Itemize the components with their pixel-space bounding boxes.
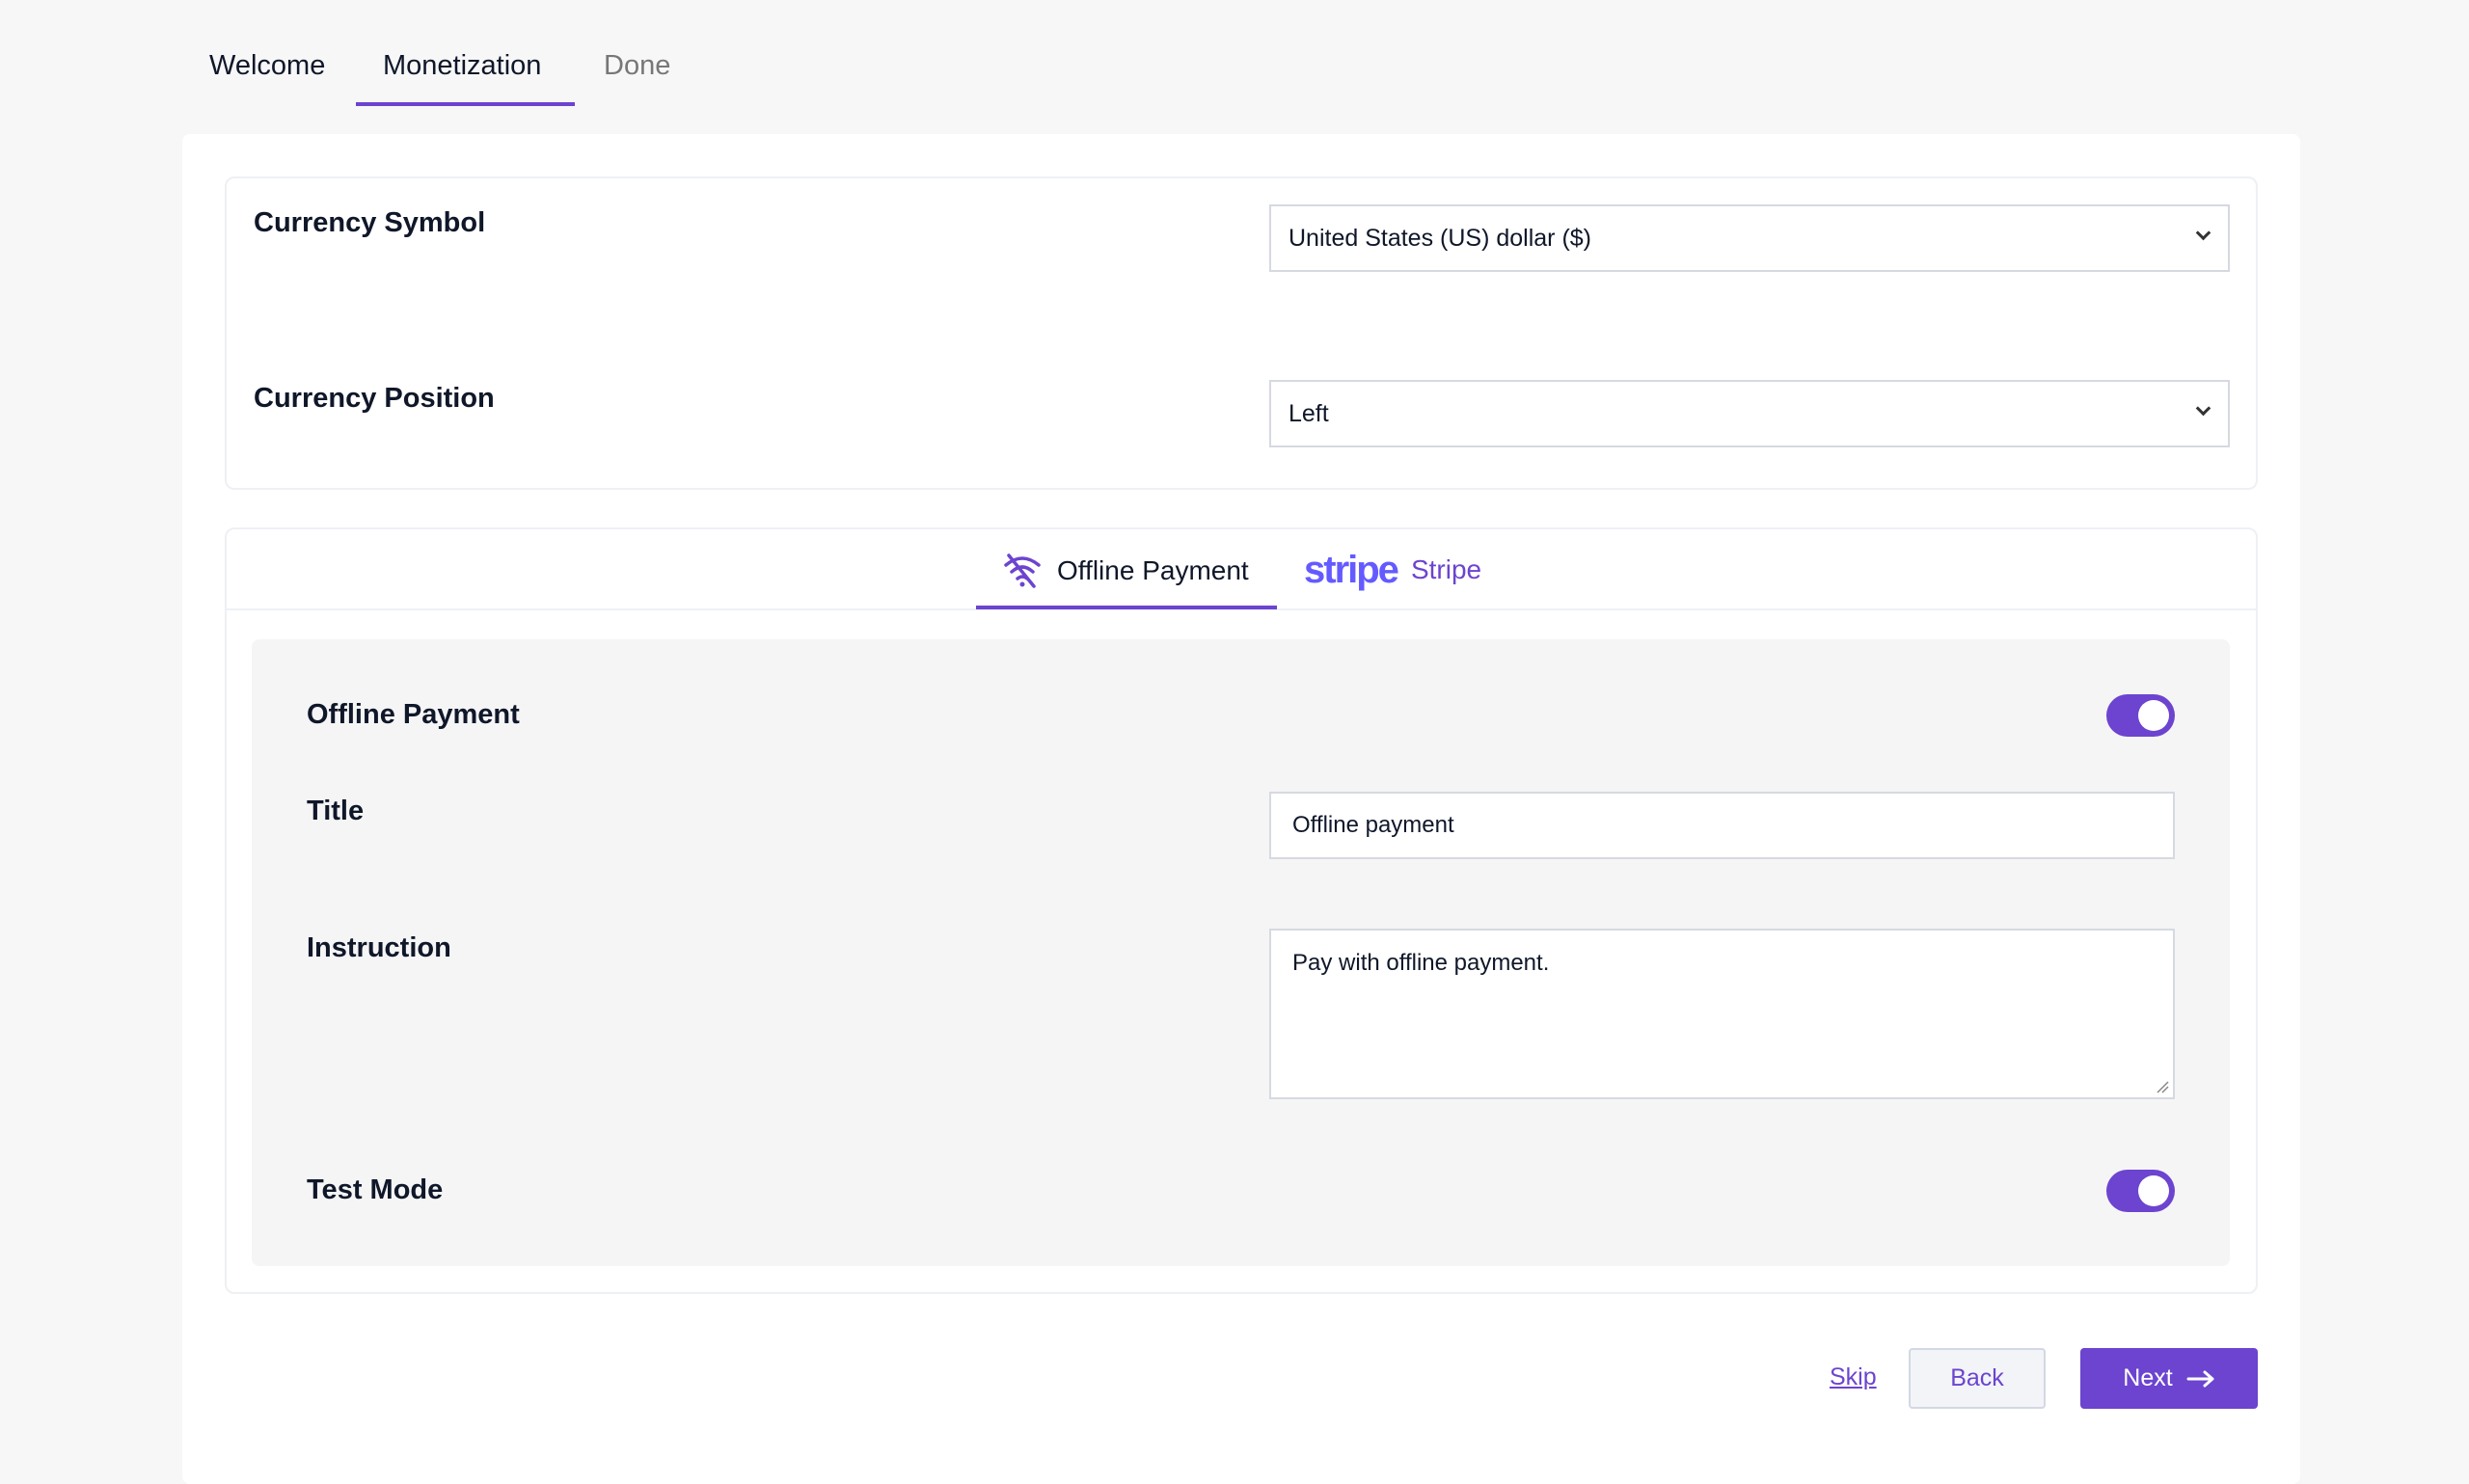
test-mode-toggle[interactable]: [2106, 1170, 2175, 1212]
currency-position-label: Currency Position: [254, 383, 495, 414]
tab-offline-payment-label: Offline Payment: [1057, 555, 1249, 585]
instruction-textarea[interactable]: Pay with offline payment.: [1269, 929, 2175, 1099]
currency-symbol-label: Currency Symbol: [254, 207, 486, 238]
skip-link[interactable]: Skip: [1830, 1363, 1877, 1390]
wifi-off-icon: [1004, 553, 1041, 588]
resize-handle-icon[interactable]: [2156, 1080, 2169, 1093]
tab-offline-payment[interactable]: Offline Payment: [1003, 550, 1249, 592]
currency-symbol-value: United States (US) dollar ($): [1289, 225, 1592, 252]
offline-payment-label: Offline Payment: [307, 699, 520, 730]
active-payment-tab-indicator: [976, 606, 1277, 609]
next-label: Next: [2123, 1364, 2173, 1391]
next-button[interactable]: Next: [2080, 1348, 2258, 1409]
test-mode-label: Test Mode: [307, 1174, 444, 1205]
tab-stripe[interactable]: stripe Stripe: [1304, 546, 1481, 594]
stripe-logo: stripe: [1304, 548, 1399, 591]
offline-payment-toggle[interactable]: [2106, 694, 2175, 737]
step-tab-welcome[interactable]: Welcome: [209, 50, 326, 81]
title-label: Title: [307, 796, 365, 826]
instruction-value: Pay with offline payment.: [1292, 950, 1550, 976]
currency-position-value: Left: [1289, 400, 1329, 427]
back-button[interactable]: Back: [1909, 1348, 2046, 1409]
chevron-down-icon: [2195, 400, 2211, 417]
step-tab-done[interactable]: Done: [604, 50, 671, 81]
instruction-label: Instruction: [307, 932, 451, 963]
arrow-right-icon: [2186, 1370, 2214, 1387]
tabs-divider: [227, 608, 2256, 610]
chevron-down-icon: [2195, 225, 2211, 241]
tab-stripe-label: Stripe: [1410, 554, 1482, 584]
active-step-indicator: [356, 102, 575, 106]
currency-position-select[interactable]: Left: [1269, 380, 2230, 447]
step-tab-monetization[interactable]: Monetization: [383, 50, 542, 81]
currency-symbol-select[interactable]: United States (US) dollar ($): [1269, 204, 2230, 272]
title-input[interactable]: Offline payment: [1269, 792, 2175, 859]
